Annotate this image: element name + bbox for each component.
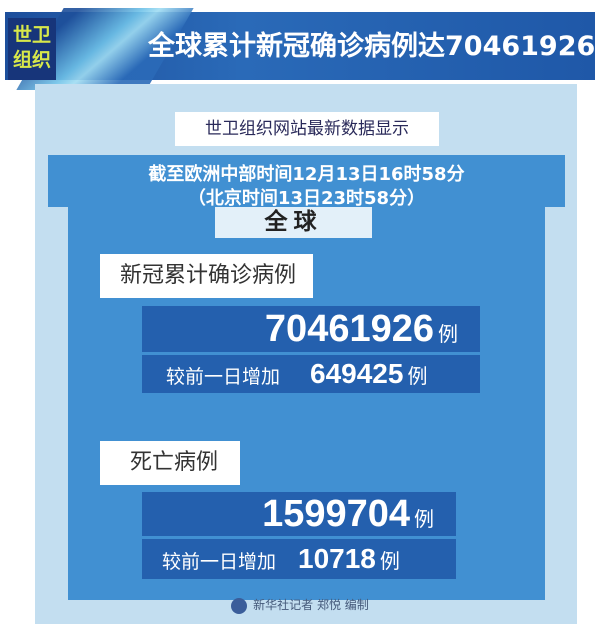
deaths-increase-label: 较前一日增加 bbox=[162, 551, 277, 573]
scope-label: 全球 bbox=[215, 207, 372, 238]
badge-line1: 世卫 bbox=[12, 24, 51, 46]
confirmed-increase: 较前一日增加 649425 例 bbox=[142, 355, 480, 393]
confirmed-value: 70461926 bbox=[264, 308, 434, 350]
confirmed-increase-label: 较前一日增加 bbox=[166, 366, 281, 388]
time-beijing: （北京时间13日23时58分） bbox=[187, 188, 426, 209]
footer-credit: 新华社记者 郑悦 编制 bbox=[0, 596, 600, 614]
deaths-increase-unit: 例 bbox=[379, 549, 400, 573]
deaths-increase: 较前一日增加 10718 例 bbox=[142, 539, 456, 579]
who-badge: 世卫 组织 bbox=[8, 18, 56, 80]
deaths-unit: 例 bbox=[414, 507, 434, 531]
badge-line2: 组织 bbox=[12, 49, 51, 71]
credit-text: 新华社记者 郑悦 编制 bbox=[253, 598, 369, 612]
deaths-value: 1599704 bbox=[262, 493, 410, 535]
deaths-label: 死亡病例 bbox=[100, 441, 240, 485]
confirmed-increase-unit: 例 bbox=[407, 364, 428, 388]
confirmed-total: 70461926 例 bbox=[142, 306, 480, 352]
time-band bbox=[48, 155, 565, 207]
subtitle: 世卫组织网站最新数据显示 bbox=[175, 112, 439, 146]
time-cet: 截至欧洲中部时间12月13日16时58分 bbox=[148, 164, 465, 185]
confirmed-label: 新冠累计确诊病例 bbox=[100, 254, 313, 298]
deaths-increase-value: 10718 bbox=[298, 543, 376, 574]
xinhua-logo-icon bbox=[231, 597, 248, 614]
confirmed-unit: 例 bbox=[438, 322, 458, 346]
page-title: 全球累计新冠确诊病例达70461926例 bbox=[148, 31, 600, 62]
deaths-total: 1599704 例 bbox=[142, 492, 456, 536]
confirmed-increase-value: 649425 bbox=[310, 358, 404, 389]
